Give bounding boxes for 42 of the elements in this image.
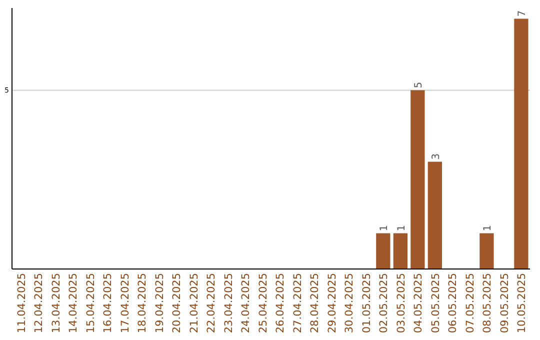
x-tick-label: 22.04.2025 — [206, 273, 218, 334]
data-label: 3 — [430, 153, 442, 160]
bar — [428, 162, 442, 269]
x-tick-label: 27.04.2025 — [292, 273, 304, 334]
data-label: 7 — [517, 10, 528, 17]
bar — [376, 233, 390, 269]
x-tick-label: 21.04.2025 — [188, 273, 200, 334]
data-label: 1 — [482, 224, 494, 232]
x-tick-label: 03.05.2025 — [395, 273, 408, 334]
x-tick-label: 20.04.2025 — [171, 273, 184, 334]
x-tick-label: 23.04.2025 — [222, 273, 235, 334]
data-label: 1 — [396, 224, 408, 232]
x-tick-label: 13.04.2025 — [50, 273, 62, 334]
x-tick-label: 25.04.2025 — [257, 273, 270, 334]
x-tick-label: 29.04.2025 — [326, 273, 338, 334]
x-tick-label: 02.05.2025 — [378, 273, 390, 334]
data-label: 1 — [379, 224, 390, 232]
x-tick-label: 15.04.2025 — [84, 273, 97, 334]
x-tick-label: 09.05.2025 — [498, 273, 511, 334]
x-tick-label: 08.05.2025 — [482, 273, 494, 334]
x-tick-label: 14.04.2025 — [68, 273, 80, 334]
x-tick-label: 01.05.2025 — [360, 273, 373, 334]
bar — [514, 18, 528, 269]
data-label: 5 — [414, 82, 425, 88]
x-tick-label: 17.04.2025 — [119, 273, 132, 334]
x-tick-label: 16.04.2025 — [102, 273, 114, 334]
x-tick-label: 26.04.2025 — [274, 273, 287, 334]
x-tick-label: 11.04.2025 — [16, 273, 28, 334]
x-tick-label: 06.05.2025 — [447, 273, 460, 334]
x-tick-label: 18.04.2025 — [136, 273, 149, 334]
x-tick-label: 12.04.2025 — [33, 273, 46, 334]
x-tick-label: 07.05.2025 — [464, 273, 476, 334]
x-tick-label: 10.05.2025 — [516, 273, 528, 334]
bar — [393, 233, 408, 269]
x-tick-label: 28.04.2025 — [309, 273, 322, 334]
x-tick-label: 30.04.2025 — [344, 273, 356, 334]
bar — [480, 233, 494, 269]
bar — [410, 90, 425, 269]
x-tick-label: 24.04.2025 — [240, 273, 252, 334]
x-tick-label: 04.05.2025 — [412, 273, 425, 334]
x-tick-label: 05.05.2025 — [430, 273, 442, 334]
x-tick-label: 19.04.2025 — [154, 273, 166, 334]
